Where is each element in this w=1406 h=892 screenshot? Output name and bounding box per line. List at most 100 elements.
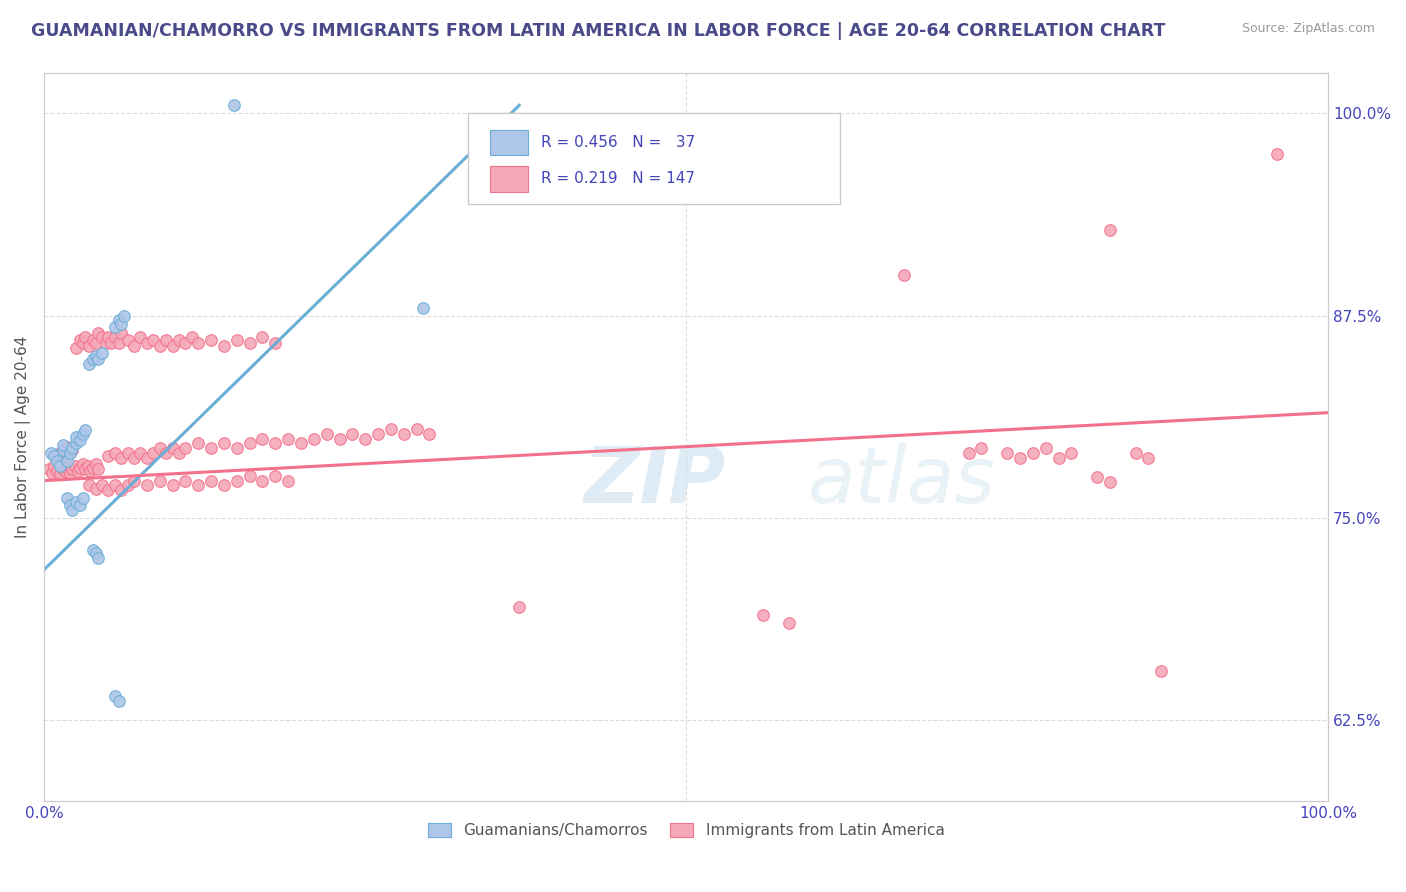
Point <box>62 442 84 456</box>
Point <box>65 430 87 444</box>
Point <box>46 450 69 464</box>
Point <box>187 436 209 450</box>
Point <box>187 336 209 351</box>
Point <box>122 474 145 488</box>
Point <box>72 336 94 351</box>
Point <box>82 333 104 347</box>
Point <box>46 464 69 478</box>
Point <box>112 309 135 323</box>
Point <box>129 446 152 460</box>
Point <box>752 607 775 622</box>
Point <box>75 462 97 476</box>
Point <box>75 329 97 343</box>
Point <box>380 422 402 436</box>
Point <box>1125 446 1147 460</box>
Point <box>117 446 139 460</box>
Point <box>252 474 274 488</box>
Point <box>155 333 177 347</box>
Point <box>129 329 152 343</box>
Point <box>149 339 172 353</box>
Point <box>104 478 127 492</box>
Point <box>1085 470 1108 484</box>
Point <box>56 454 79 468</box>
Point <box>110 483 132 498</box>
Point <box>48 446 70 460</box>
Point <box>354 432 377 446</box>
Point <box>104 446 127 460</box>
Point <box>46 454 69 468</box>
Point <box>104 329 127 343</box>
Text: R = 0.456   N =   37: R = 0.456 N = 37 <box>541 135 696 150</box>
Point <box>200 474 222 488</box>
Point <box>328 432 350 446</box>
Point <box>1098 223 1121 237</box>
Point <box>225 333 247 347</box>
Point <box>104 689 127 703</box>
Point <box>162 478 184 492</box>
Point <box>122 450 145 465</box>
Point <box>224 98 246 112</box>
Point <box>252 329 274 343</box>
Point <box>79 464 101 478</box>
Point <box>84 336 107 351</box>
Point <box>142 446 165 460</box>
Text: Source: ZipAtlas.com: Source: ZipAtlas.com <box>1241 22 1375 36</box>
Point <box>239 468 262 483</box>
Point <box>174 474 197 488</box>
Point <box>167 333 190 347</box>
Point <box>239 436 262 450</box>
Point <box>155 446 177 460</box>
Point <box>149 442 172 456</box>
Point <box>957 446 980 460</box>
Point <box>48 467 70 482</box>
Point <box>117 333 139 347</box>
Point <box>94 336 117 351</box>
Point <box>52 458 75 472</box>
Point <box>41 466 63 480</box>
Point <box>77 478 100 492</box>
Point <box>135 336 157 351</box>
Point <box>142 333 165 347</box>
Point <box>97 450 120 464</box>
Point <box>162 442 184 456</box>
Point <box>135 450 157 465</box>
FancyBboxPatch shape <box>489 166 529 192</box>
Point <box>82 543 104 558</box>
Point <box>59 498 82 512</box>
Point <box>174 336 197 351</box>
Point <box>107 313 129 327</box>
Point <box>53 464 76 478</box>
Point <box>87 551 110 566</box>
Point <box>212 436 235 450</box>
Point <box>290 436 312 450</box>
Point <box>212 339 235 353</box>
Point <box>51 460 73 475</box>
Y-axis label: In Labor Force | Age 20-64: In Labor Force | Age 20-64 <box>15 335 31 538</box>
Point <box>62 462 84 476</box>
Point <box>405 422 427 436</box>
Point <box>69 498 91 512</box>
Point <box>342 426 364 441</box>
Point <box>135 478 157 492</box>
Point <box>52 438 75 452</box>
Point <box>84 349 107 363</box>
Point <box>72 491 94 506</box>
Point <box>110 450 132 465</box>
Point <box>264 468 287 483</box>
Point <box>72 458 94 472</box>
Point <box>149 474 172 488</box>
Point <box>778 615 800 630</box>
Point <box>200 442 222 456</box>
Point <box>392 426 415 441</box>
Point <box>264 436 287 450</box>
Text: R = 0.219   N = 147: R = 0.219 N = 147 <box>541 171 695 186</box>
Point <box>65 494 87 508</box>
Point <box>277 474 299 488</box>
Text: GUAMANIAN/CHAMORRO VS IMMIGRANTS FROM LATIN AMERICA IN LABOR FORCE | AGE 20-64 C: GUAMANIAN/CHAMORRO VS IMMIGRANTS FROM LA… <box>31 22 1166 40</box>
Point <box>122 339 145 353</box>
Point <box>104 320 127 334</box>
Point <box>91 346 114 360</box>
Point <box>87 462 110 476</box>
Point <box>75 424 97 438</box>
Point <box>76 458 98 473</box>
